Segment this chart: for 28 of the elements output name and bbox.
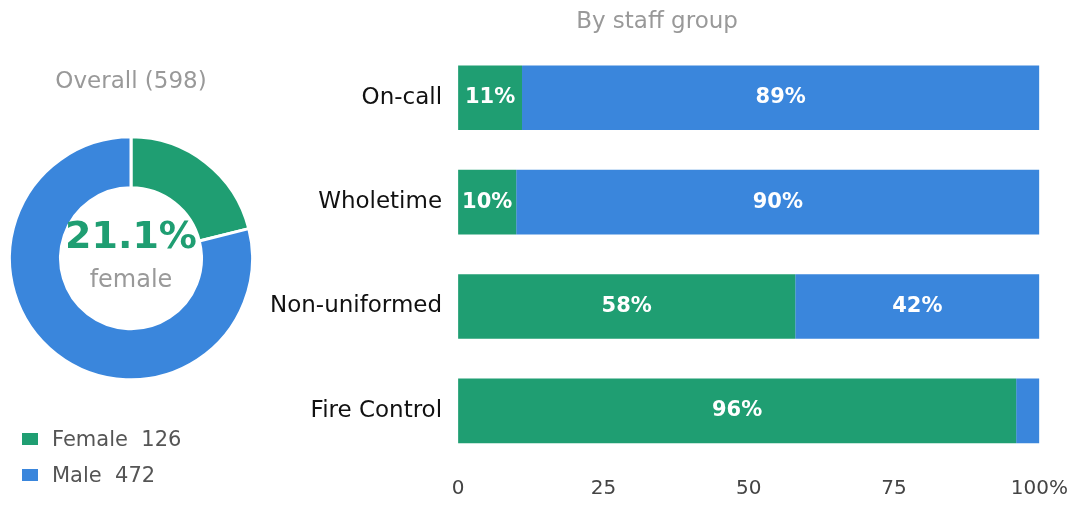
chart-title: Overall (598) <box>55 66 207 93</box>
bar <box>516 169 1040 235</box>
y-tick-label: Fire Control <box>310 395 443 422</box>
text: 21.1% <box>65 213 197 258</box>
bar <box>1016 378 1040 444</box>
bar <box>458 274 796 339</box>
x-tick-label: 0 <box>451 475 465 500</box>
x-tick-label: 25 <box>590 475 617 500</box>
data-label: 89% <box>755 84 806 109</box>
data-label: 10% <box>462 188 513 213</box>
x-tick-label: 50 <box>736 475 762 500</box>
chart-title: By staff group <box>576 6 738 33</box>
y-tick-label: On-call <box>361 82 443 109</box>
data-label: 11% <box>464 84 516 109</box>
y-tick-label: Non-uniformed <box>270 291 443 318</box>
x-tick-label: 100% <box>1010 475 1068 500</box>
legend-label: Female 126 <box>52 427 182 451</box>
bar <box>458 378 1017 444</box>
x-tick-label: 75 <box>881 475 907 500</box>
data-label: 42% <box>892 292 943 317</box>
y-tick-label: Wholetime <box>318 187 443 214</box>
data-label: 96% <box>711 397 763 422</box>
data-label: 90% <box>752 188 803 213</box>
bar <box>795 274 1040 339</box>
text: female <box>89 264 173 293</box>
legend-label: Male 472 <box>52 463 156 487</box>
bar <box>522 65 1040 131</box>
data-label: 58% <box>601 292 652 317</box>
